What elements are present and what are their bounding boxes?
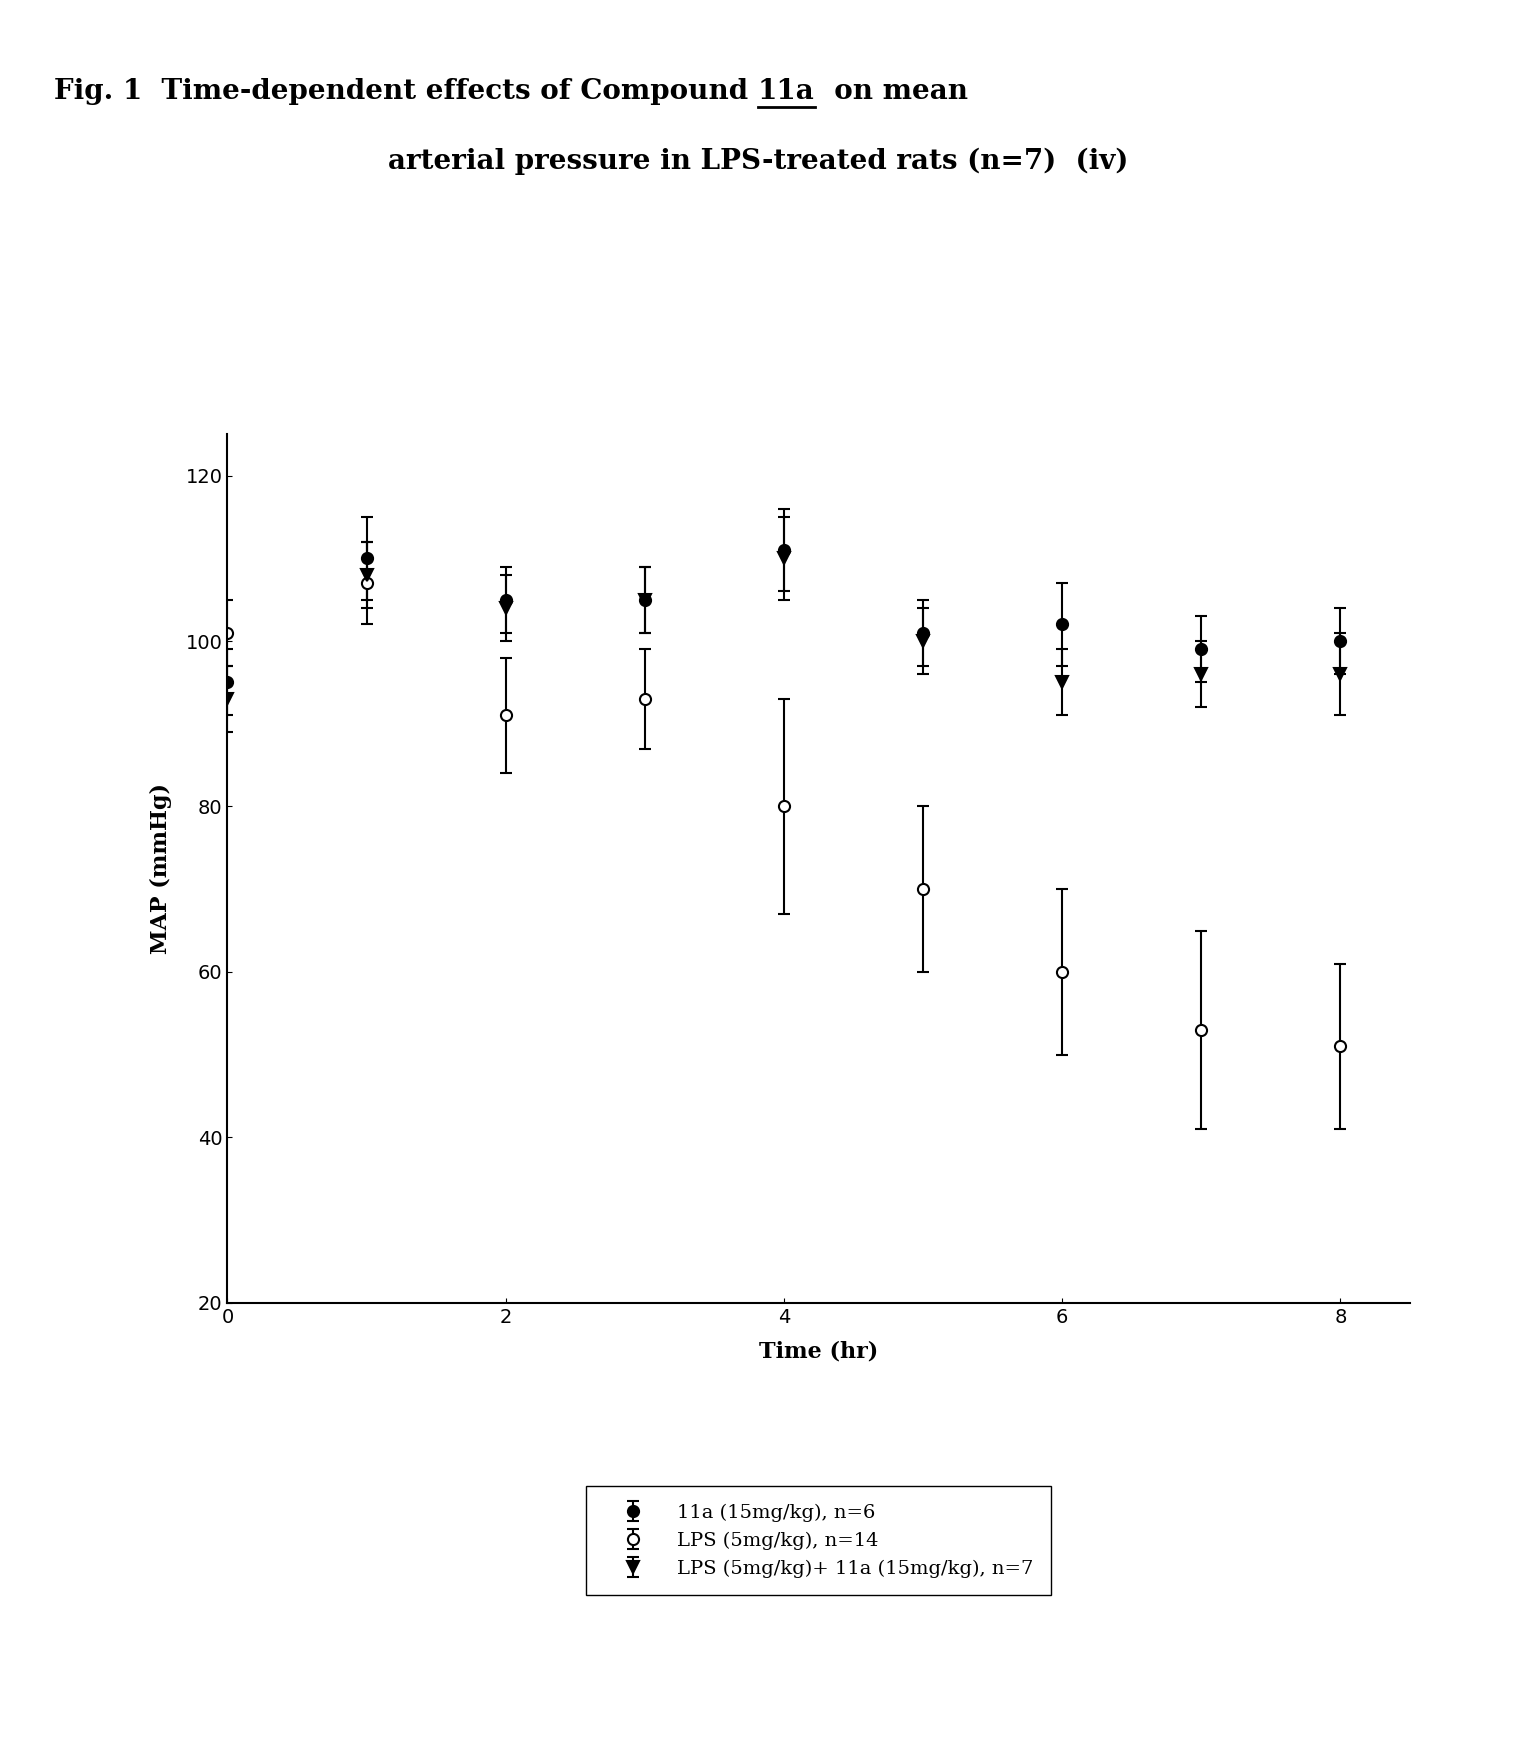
- Legend: 11a (15mg/kg), n=6, LPS (5mg/kg), n=14, LPS (5mg/kg)+ 11a (15mg/kg), n=7: 11a (15mg/kg), n=6, LPS (5mg/kg), n=14, …: [587, 1487, 1051, 1595]
- Text: 11a: 11a: [758, 78, 814, 106]
- Y-axis label: MAP (mmHg): MAP (mmHg): [150, 783, 171, 954]
- Text: arterial pressure in LPS-treated rats (n=7)  (iv): arterial pressure in LPS-treated rats (n…: [388, 148, 1128, 175]
- Text: Fig. 1  Time-dependent effects of Compound: Fig. 1 Time-dependent effects of Compoun…: [55, 78, 758, 106]
- Text: on mean: on mean: [814, 78, 967, 106]
- X-axis label: Time (hr): Time (hr): [760, 1341, 878, 1362]
